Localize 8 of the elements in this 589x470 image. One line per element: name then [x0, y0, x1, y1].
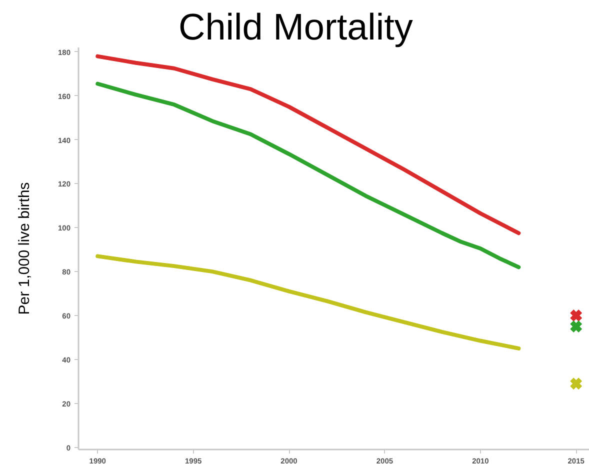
chart-title: Child Mortality	[178, 6, 414, 48]
line-series	[96, 54, 521, 236]
point	[569, 376, 583, 390]
y-axis-title: Per 1,000 live births	[16, 182, 33, 315]
line-series	[96, 254, 521, 350]
point	[569, 308, 583, 322]
line-series	[96, 82, 521, 270]
point	[569, 320, 583, 334]
